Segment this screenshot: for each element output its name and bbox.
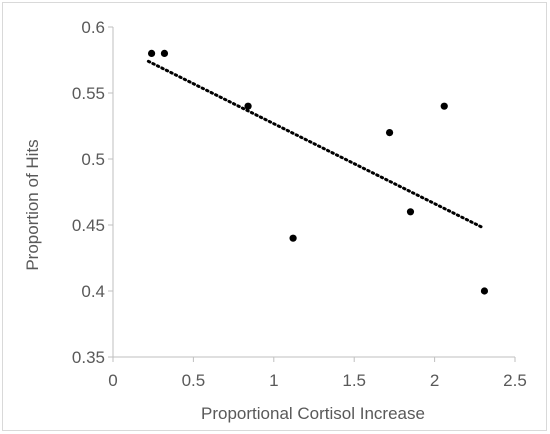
- data-point: [147, 49, 156, 58]
- chart-frame: [2, 2, 547, 431]
- y-tick-label: 0.55: [72, 84, 105, 103]
- x-tick-label: 1: [269, 371, 278, 390]
- tick-labels: 0 0.5 1 1.5 2 2.5 0.35 0.4 0.45 0.5 0.55 0.6: [72, 18, 527, 390]
- y-tick-label: 0.5: [81, 150, 105, 169]
- trendline-group: [146, 59, 485, 230]
- data-point: [385, 129, 394, 137]
- data-point: [440, 102, 448, 110]
- data-point: [480, 287, 489, 295]
- y-tick-label: 0.35: [72, 348, 105, 367]
- x-tick-label: 2.5: [503, 371, 527, 390]
- y-axis-title: Proportion of Hits: [23, 139, 42, 270]
- points-group: [147, 49, 489, 295]
- y-tick-label: 0.4: [81, 282, 105, 301]
- x-tick-label: 2: [430, 371, 439, 390]
- x-tick-label: 1.5: [342, 371, 366, 390]
- trendline: [146, 59, 485, 230]
- x-tick-label: 0.5: [182, 371, 206, 390]
- data-point: [244, 102, 252, 110]
- axes: [108, 26, 516, 362]
- x-tick-label: 0: [108, 371, 117, 390]
- data-point: [289, 234, 297, 242]
- data-point: [160, 49, 169, 58]
- y-tick-label: 0.6: [81, 18, 105, 37]
- data-point: [406, 208, 415, 216]
- y-tick-label: 0.45: [72, 216, 105, 235]
- x-axis-title: Proportional Cortisol Increase: [201, 404, 425, 423]
